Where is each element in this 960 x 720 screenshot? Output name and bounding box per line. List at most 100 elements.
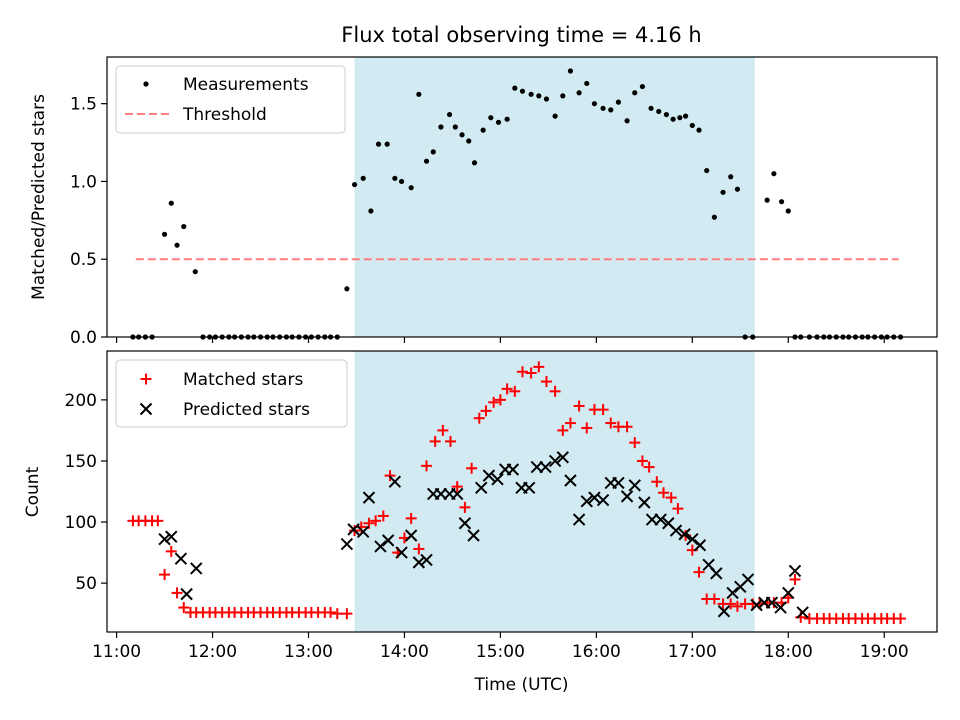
measurement-point xyxy=(351,181,358,188)
bottom-legend: Matched stars Predicted stars xyxy=(115,359,348,428)
bottom-y-axis-label: Count xyxy=(23,466,43,517)
matched-star-point xyxy=(171,587,183,599)
measurement-point xyxy=(480,127,486,133)
bottom-y-ticks: 50 100 150 200 xyxy=(65,391,107,594)
predicted-star-point xyxy=(693,539,707,552)
matched-star-point xyxy=(525,367,537,379)
bottom-x-tick-label: 17:00 xyxy=(668,642,717,662)
measurement-point xyxy=(764,197,770,203)
legend-measurements-marker xyxy=(143,81,149,87)
matched-star-point xyxy=(540,376,552,388)
matched-star-point xyxy=(421,460,433,472)
measurement-point xyxy=(696,127,702,133)
predicted-star-point xyxy=(638,496,651,509)
matched-star-point xyxy=(605,417,617,429)
bottom-x-tick-label: 14:00 xyxy=(380,642,429,662)
predicted-star-point xyxy=(788,564,802,578)
measurement-point xyxy=(639,83,646,90)
measurement-point xyxy=(689,122,695,129)
bottom-y-tick-label: 50 xyxy=(75,574,97,594)
measurement-point xyxy=(375,141,382,147)
matched-star-point xyxy=(405,512,417,524)
matched-star-point xyxy=(636,455,648,467)
measurement-point xyxy=(344,286,350,292)
bottom-x-tick-label: 19:00 xyxy=(860,642,909,662)
predicted-star-point xyxy=(539,460,552,474)
legend-x-glyph xyxy=(139,402,153,416)
matched-star-point xyxy=(629,437,641,449)
measurement-point xyxy=(398,178,405,185)
measurement-point xyxy=(711,214,717,220)
matched-star-point xyxy=(445,435,457,447)
predicted-star-point xyxy=(506,463,520,476)
bottom-panel: 50 100 150 200 11:00 12:00 13:00 14:00 15:00 16:… xyxy=(23,350,938,695)
matched-star-point xyxy=(341,608,353,620)
matched-star-point xyxy=(651,476,663,488)
predicted-star-point xyxy=(404,529,418,542)
matched-star-point xyxy=(658,487,670,499)
measurement-point xyxy=(576,90,582,96)
predicted-star-point xyxy=(750,598,763,612)
measurement-point xyxy=(552,113,558,119)
predicted-star-point xyxy=(362,491,376,504)
measurement-point xyxy=(704,167,710,174)
measurement-point xyxy=(512,85,518,91)
matched-star-point xyxy=(564,417,576,429)
measurement-point xyxy=(504,116,510,122)
top-y-tick-label: 0.5 xyxy=(70,250,97,270)
bottom-legend-box xyxy=(115,359,348,428)
matched-star-point xyxy=(501,383,513,395)
matched-star-point xyxy=(159,569,171,581)
matched-star-point xyxy=(581,422,593,434)
matched-star-point xyxy=(370,515,382,527)
predicted-star-point xyxy=(628,479,641,492)
measurement-point xyxy=(560,93,566,99)
legend-predicted-marker xyxy=(139,402,153,416)
predicted-star-point xyxy=(174,552,188,565)
measurement-point xyxy=(452,124,458,130)
measurement-point xyxy=(528,91,534,97)
predicted-star-point xyxy=(451,487,464,501)
predicted-star-point xyxy=(774,601,787,614)
bottom-x-axis-label: Time (UTC) xyxy=(474,675,569,695)
measurement-point xyxy=(785,208,791,214)
measurement-point xyxy=(536,93,542,99)
measurement-point xyxy=(488,115,494,121)
matched-star-point xyxy=(509,385,521,397)
measurement-point xyxy=(656,108,662,115)
matched-star-point xyxy=(672,503,684,515)
measurement-point xyxy=(392,175,398,181)
predicted-star-point xyxy=(669,524,683,537)
top-y-tick-label: 0.0 xyxy=(70,328,97,348)
matched-star-point xyxy=(533,361,545,373)
bottom-y-tick-label: 150 xyxy=(65,452,97,472)
bottom-x-tick-label: 12:00 xyxy=(188,642,237,662)
top-axes-frame xyxy=(106,56,938,338)
measurement-point xyxy=(408,185,414,191)
measurement-point xyxy=(663,111,670,118)
predicted-star-point xyxy=(475,481,488,495)
measurement-point xyxy=(600,105,606,111)
measurement-point xyxy=(438,124,444,130)
top-y-tick-label: 1.5 xyxy=(70,95,97,115)
measurement-point xyxy=(677,115,683,121)
measurement-point xyxy=(771,171,777,177)
matched-star-point xyxy=(429,435,441,447)
top-legend: Measurements Threshold xyxy=(115,65,346,134)
predicted-star-point xyxy=(522,481,536,495)
matched-star-point xyxy=(665,492,677,504)
bottom-axes-frame xyxy=(106,350,938,633)
predicted-star-point xyxy=(412,556,426,569)
predicted-star-point xyxy=(796,606,809,619)
matched-star-point xyxy=(152,515,164,527)
legend-matched-label: Matched stars xyxy=(183,370,303,390)
predicted-star-point xyxy=(726,586,739,600)
chart-title: Flux total observing time = 4.16 h xyxy=(341,23,701,47)
matched-star-point xyxy=(331,608,343,620)
predicted-star-point xyxy=(374,540,387,553)
matched-star-point xyxy=(413,543,425,555)
bottom-x-tick-label: 15:00 xyxy=(476,642,525,662)
predicted-star-point xyxy=(340,537,354,551)
predicted-star-point xyxy=(556,451,569,464)
predicted-star-point xyxy=(548,454,562,468)
